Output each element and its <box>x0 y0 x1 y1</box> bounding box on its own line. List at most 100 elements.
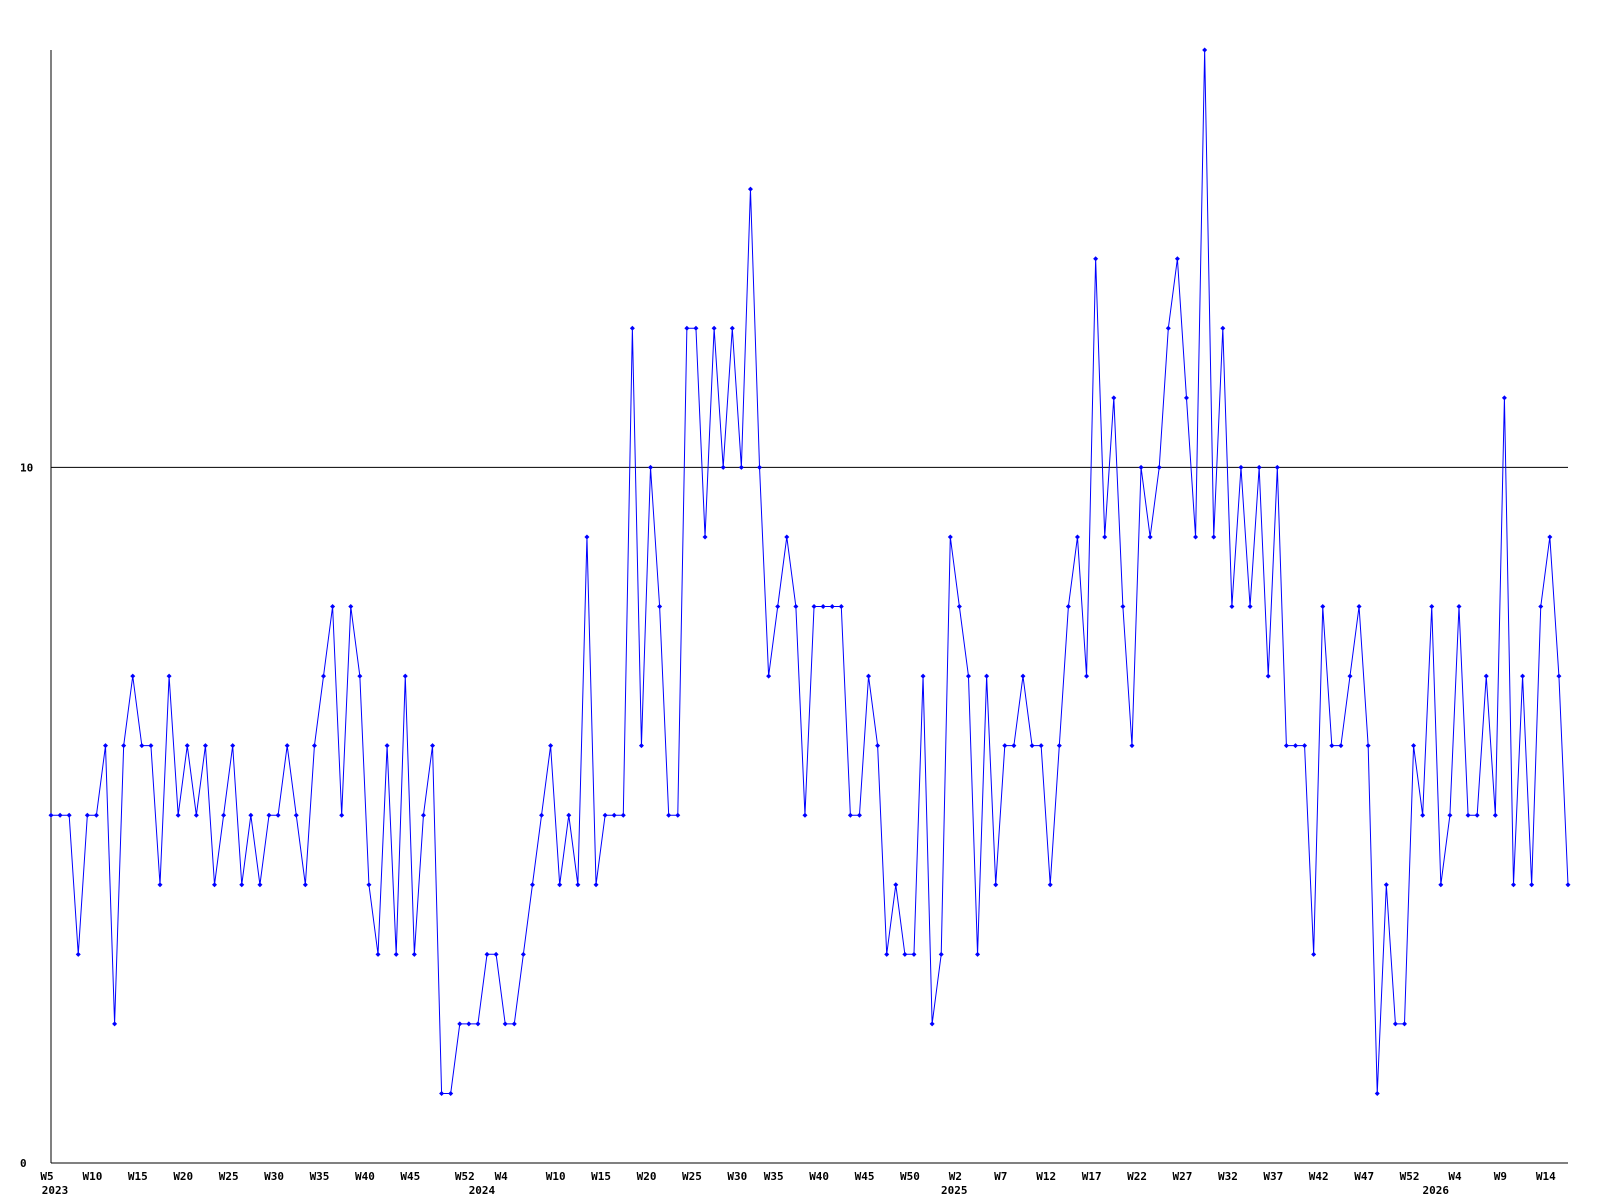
data-point <box>884 951 890 957</box>
data-point <box>1183 395 1189 401</box>
data-point <box>1265 673 1271 679</box>
data-point <box>1556 673 1562 679</box>
data-point <box>430 743 436 749</box>
data-point <box>493 951 499 957</box>
data-point <box>193 812 199 818</box>
data-point <box>575 882 581 888</box>
data-point <box>1356 604 1362 609</box>
x-tick-label: W12 <box>1036 1170 1056 1183</box>
data-point <box>1565 882 1571 888</box>
data-point <box>1165 325 1171 331</box>
x-tick-label: W4 <box>1448 1170 1462 1183</box>
x-tick-label: W20 <box>173 1170 193 1183</box>
data-point <box>520 951 526 957</box>
data-point <box>856 812 862 818</box>
data-point <box>666 812 672 818</box>
data-point <box>1311 951 1317 957</box>
data-point <box>1283 743 1289 749</box>
data-point <box>1456 604 1462 609</box>
data-point <box>257 882 263 888</box>
data-point <box>911 951 917 957</box>
data-point <box>321 673 327 679</box>
data-point <box>93 812 99 818</box>
data-point <box>1029 743 1035 749</box>
year-label: 2023 <box>42 1184 69 1197</box>
data-point <box>457 1021 463 1027</box>
data-point <box>1065 604 1071 609</box>
data-point <box>1292 743 1298 749</box>
data-point <box>729 325 735 331</box>
data-point <box>1256 464 1262 470</box>
data-point <box>584 534 590 540</box>
data-point <box>1547 534 1553 540</box>
data-point <box>1383 882 1389 888</box>
x-tick-label: W45 <box>400 1170 420 1183</box>
data-point <box>956 604 962 609</box>
data-point <box>920 673 926 679</box>
data-point <box>311 743 317 749</box>
data-point <box>738 464 744 470</box>
data-point <box>302 882 308 888</box>
x-tick-label: W35 <box>764 1170 784 1183</box>
data-point <box>529 882 535 888</box>
data-point <box>348 604 354 609</box>
data-point <box>1102 534 1108 540</box>
year-label: 2026 <box>1422 1184 1449 1197</box>
data-point <box>1411 743 1417 749</box>
data-point <box>84 812 90 818</box>
x-tick-label: W25 <box>682 1170 702 1183</box>
data-point <box>793 604 799 609</box>
data-point <box>1438 882 1444 888</box>
data-point <box>1374 1090 1380 1096</box>
x-tick-label: W9 <box>1494 1170 1507 1183</box>
data-point <box>1138 464 1144 470</box>
x-tick-label: W30 <box>727 1170 747 1183</box>
data-point <box>593 882 599 888</box>
x-tick-label: W14 <box>1536 1170 1556 1183</box>
data-point <box>1011 743 1017 749</box>
data-point <box>1174 256 1180 262</box>
year-label: 2024 <box>469 1184 496 1197</box>
data-point <box>221 812 227 818</box>
data-point <box>1338 743 1344 749</box>
data-point <box>1274 464 1280 470</box>
data-point <box>557 882 563 888</box>
data-point <box>766 673 772 679</box>
x-tick-label: W2 <box>949 1170 962 1183</box>
data-point <box>1111 395 1117 401</box>
data-point <box>57 812 63 818</box>
data-point <box>248 812 254 818</box>
data-point <box>266 812 272 818</box>
data-point <box>293 812 299 818</box>
data-point <box>1002 743 1008 749</box>
y-tick-label: 0 <box>20 1157 27 1170</box>
x-tick-label: W30 <box>264 1170 284 1183</box>
data-point <box>157 882 163 888</box>
x-tick-label: W27 <box>1173 1170 1193 1183</box>
year-label: 2025 <box>941 1184 968 1197</box>
x-tick-label: W40 <box>809 1170 829 1183</box>
data-point <box>1229 604 1235 609</box>
data-point <box>802 812 808 818</box>
data-point <box>1038 743 1044 749</box>
data-point <box>1320 604 1326 609</box>
x-tick-label: W7 <box>994 1170 1007 1183</box>
x-tick-label: W5 <box>40 1170 53 1183</box>
data-point <box>965 673 971 679</box>
data-point <box>693 325 699 331</box>
data-point <box>1074 534 1080 540</box>
data-point <box>448 1090 454 1096</box>
data-point <box>829 604 835 609</box>
data-point <box>1429 604 1435 609</box>
data-point <box>675 812 681 818</box>
data-point <box>1238 464 1244 470</box>
data-point <box>657 604 663 609</box>
data-point <box>284 743 290 749</box>
data-point <box>1365 743 1371 749</box>
data-point <box>1020 673 1026 679</box>
data-point <box>1302 743 1308 749</box>
data-point <box>1520 673 1526 679</box>
data-point <box>938 951 944 957</box>
data-point <box>947 534 953 540</box>
